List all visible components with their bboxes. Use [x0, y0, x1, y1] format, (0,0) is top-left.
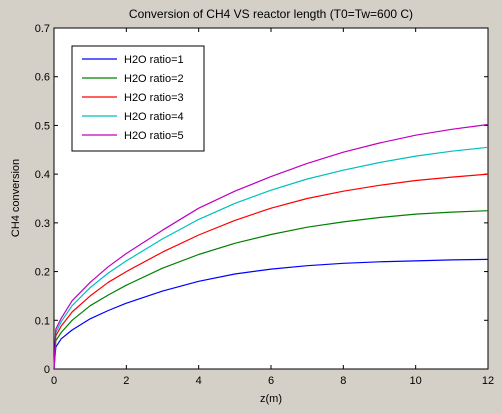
- series-line-5: [53, 123, 489, 370]
- series-line-3: [53, 173, 489, 370]
- legend-label: H2O ratio=1: [124, 54, 184, 66]
- y-tick-label: 0.7: [35, 23, 50, 35]
- y-axis-label: CH4 conversion: [10, 159, 22, 237]
- x-tick-label: 12: [482, 375, 494, 387]
- series-line-2: [53, 210, 489, 370]
- legend-label: H2O ratio=3: [124, 92, 184, 104]
- axis-ticks: 0 2 4 6 8 10 12 0 0.1 0.2 0.3 0.4 0.5 0.6 0.7: [35, 23, 494, 387]
- legend-box: [71, 45, 205, 152]
- y-tick-label: 0: [44, 364, 50, 376]
- legend-label: H2O ratio=4: [124, 111, 184, 123]
- legend-label: H2O ratio=2: [124, 73, 184, 85]
- legend: H2O ratio=1 H2O ratio=2 H2O ratio=3 H2O rat…: [71, 45, 205, 152]
- x-tick-label: 0: [51, 375, 57, 387]
- series-line-4: [53, 146, 489, 370]
- x-tick-label: 8: [340, 375, 346, 387]
- x-tick-label: 4: [196, 375, 202, 387]
- x-tick-label: 6: [268, 375, 274, 387]
- x-tick-label: 2: [123, 375, 129, 387]
- series-lines: [53, 123, 489, 370]
- y-tick-label: 0.2: [35, 267, 50, 279]
- legend-label: H2O ratio=5: [124, 130, 184, 142]
- y-tick-label: 0.5: [35, 120, 50, 132]
- y-tick-label: 0.1: [35, 315, 50, 327]
- series-line-1: [53, 258, 489, 370]
- y-tick-label: 0.6: [35, 72, 50, 84]
- y-tick-label: 0.4: [35, 169, 50, 181]
- y-tick-label: 0.3: [35, 218, 50, 230]
- chart-title: Conversion of CH4 VS reactor length (T0=…: [129, 7, 413, 21]
- x-tick-label: 10: [410, 375, 422, 387]
- x-axis-label: z(m): [260, 393, 282, 405]
